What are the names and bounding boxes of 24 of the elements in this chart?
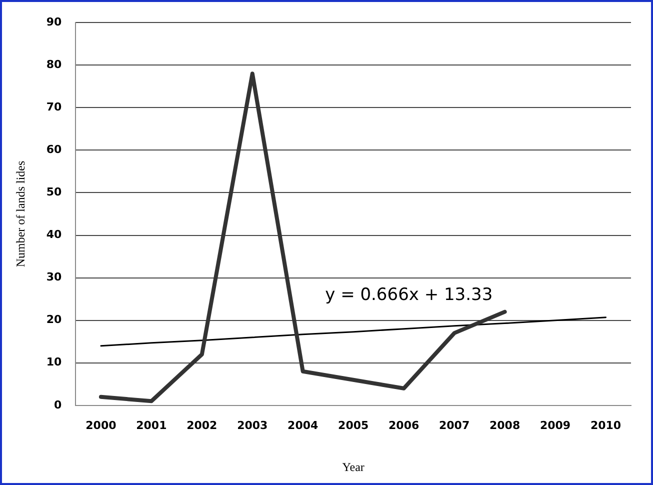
y-tick-label: 20 bbox=[46, 313, 62, 326]
y-tick-label: 70 bbox=[46, 100, 62, 114]
y-tick-label: 30 bbox=[46, 270, 62, 284]
x-axis-title: Year bbox=[342, 460, 364, 474]
x-tick-label: 2001 bbox=[136, 418, 167, 432]
x-tick-label: 2005 bbox=[338, 418, 369, 432]
x-tick-label: 2003 bbox=[237, 418, 268, 432]
x-tick-label: 2006 bbox=[388, 418, 420, 432]
y-tick-label: 80 bbox=[46, 58, 62, 71]
x-tick-label: 2002 bbox=[186, 418, 218, 432]
x-tick-label: 2009 bbox=[540, 418, 571, 432]
x-tick-label: 2004 bbox=[288, 418, 319, 432]
y-tick-label: 10 bbox=[46, 356, 62, 369]
x-tick-label: 2010 bbox=[590, 418, 622, 432]
x-tick-label: 2007 bbox=[439, 418, 470, 432]
annotation: y = 0.666x + 13.33 bbox=[325, 284, 493, 305]
y-tick-label: 90 bbox=[46, 15, 62, 28]
x-tick-label: 2008 bbox=[489, 418, 520, 432]
y-tick-label: 50 bbox=[46, 186, 62, 199]
y-tick-label: 40 bbox=[46, 228, 62, 242]
y-tick-label: 0 bbox=[54, 398, 62, 412]
y-tick-label: 60 bbox=[46, 143, 62, 156]
y-axis-title: Number of lands lides bbox=[13, 160, 28, 268]
x-tick-label: 2000 bbox=[86, 418, 117, 432]
